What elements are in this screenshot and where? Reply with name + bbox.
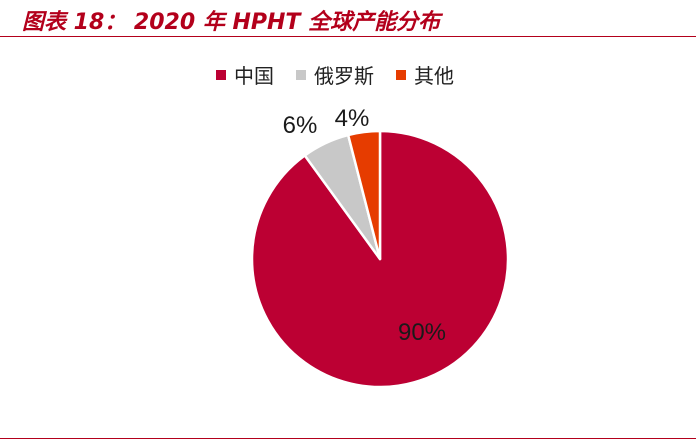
title-divider xyxy=(0,36,696,37)
figure-title: 图表 18： 2020 年 HPHT 全球产能分布 xyxy=(22,10,441,35)
legend-swatch-china xyxy=(216,69,226,80)
chart-legend: 中国 俄罗斯 其他 xyxy=(216,60,454,89)
legend-item-china: 中国 xyxy=(216,60,274,89)
bottom-divider xyxy=(0,438,696,439)
legend-swatch-russia xyxy=(296,69,306,80)
legend-item-other: 其他 xyxy=(396,60,454,89)
slice-label-china: 90% xyxy=(398,319,446,346)
legend-item-russia: 俄罗斯 xyxy=(296,60,374,89)
legend-label-china: 中国 xyxy=(234,64,274,88)
slice-label-russia: 6% xyxy=(283,112,318,139)
legend-label-russia: 俄罗斯 xyxy=(314,64,374,88)
slice-label-other: 4% xyxy=(335,105,370,132)
legend-label-other: 其他 xyxy=(414,64,454,88)
pie-slice-other xyxy=(346,129,382,261)
legend-swatch-other xyxy=(396,69,406,80)
